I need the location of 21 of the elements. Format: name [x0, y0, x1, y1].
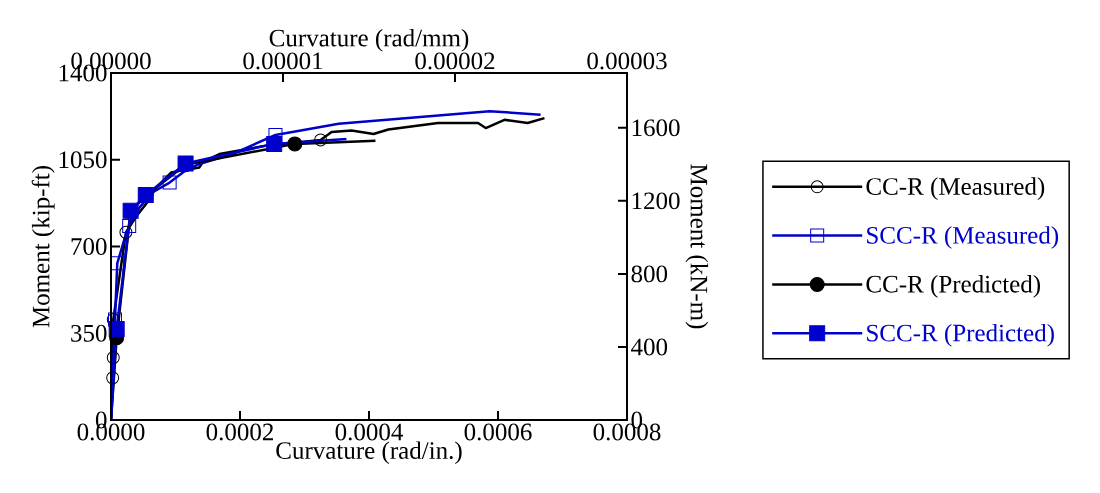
y2-axis-title: Moment (kN-m): [685, 164, 709, 329]
legend-label: CC-R (Measured): [866, 177, 1045, 201]
y2-tick-label: 800: [631, 265, 668, 283]
y2-tick-label: 1600: [632, 119, 680, 137]
y-tick-label: 700: [71, 238, 107, 255]
y-axis-title: Moment (kip-ft): [31, 166, 55, 328]
y-tick-label: 1050: [59, 151, 107, 169]
y2-tick-label: 1200: [632, 192, 680, 210]
x2-axis-title: Curvature (rad/mm): [269, 28, 469, 52]
x-tick-label: 0.0006: [464, 423, 532, 441]
x2-tick-label: 0.00001: [243, 52, 323, 70]
y-tick-label: 350: [71, 324, 107, 342]
y2-tick-label: 400: [631, 338, 668, 356]
legend-label: SCC-R (Measured): [867, 226, 1059, 249]
legend-label: SCC-R (Predicted): [867, 323, 1054, 347]
x2-tick-label: 0.00002: [415, 52, 495, 70]
x-axis-title: Curvature (rad/in.): [276, 441, 462, 465]
x2-tick-label: 0.00003: [587, 52, 667, 70]
x-tick-label: 0.0002: [206, 423, 273, 441]
legend-label: CC-R (Predicted): [866, 275, 1041, 298]
x-tick-label: 0.0004: [335, 423, 403, 441]
